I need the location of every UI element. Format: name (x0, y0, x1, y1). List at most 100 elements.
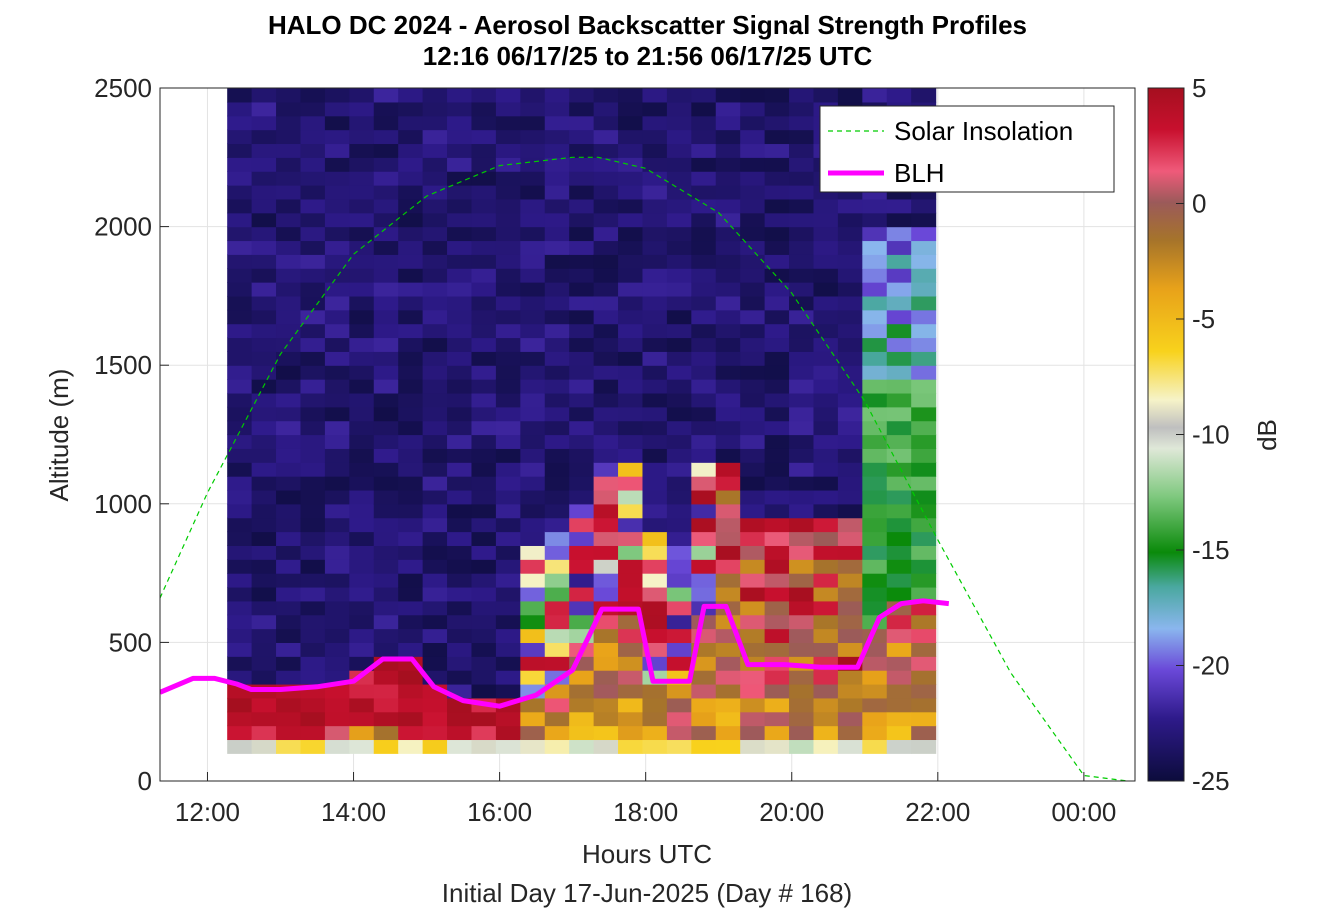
heatmap-cell (398, 379, 424, 394)
heatmap-cell (911, 614, 937, 630)
heatmap-cell (300, 406, 326, 422)
heatmap-cell (544, 600, 570, 616)
heatmap-cell (666, 420, 692, 436)
heatmap-cell (764, 586, 790, 602)
heatmap-cell (740, 683, 766, 699)
heatmap-cell (618, 226, 644, 242)
heatmap-cell (276, 337, 302, 352)
heatmap-cell (593, 434, 619, 449)
heatmap-cell (422, 503, 448, 519)
heatmap-cell (789, 489, 815, 505)
heatmap-cell (715, 351, 741, 366)
heatmap-cell (813, 240, 839, 255)
heatmap-cell (569, 545, 595, 560)
heatmap-cell (618, 171, 644, 186)
heatmap-cell (837, 683, 863, 699)
heatmap-cell (593, 115, 619, 131)
heatmap-cell (593, 656, 619, 671)
heatmap-cell (447, 420, 473, 436)
heatmap-cell (324, 240, 350, 255)
heatmap-cell (642, 309, 668, 325)
heatmap-cell (691, 101, 717, 117)
heatmap-cell (569, 725, 595, 741)
heatmap-cell (447, 545, 473, 560)
heatmap-cell (495, 586, 521, 602)
heatmap-cell (373, 517, 399, 533)
heatmap-cell (373, 614, 399, 630)
heatmap-cell (911, 379, 937, 394)
heatmap-cell (593, 282, 619, 297)
y-tick-label: 2000 (94, 212, 152, 242)
heatmap-cell (666, 268, 692, 283)
heatmap-cell (447, 365, 473, 380)
heatmap-cell (862, 448, 888, 463)
heatmap-cell (740, 198, 766, 214)
heatmap-cell (764, 254, 790, 269)
heatmap-cell (251, 323, 277, 339)
heatmap-cell (373, 642, 399, 657)
heatmap-cell (227, 309, 253, 325)
heatmap-cell (447, 656, 473, 671)
heatmap-cell (642, 614, 668, 630)
heatmap-cell (520, 198, 546, 214)
heatmap-cell (349, 406, 375, 422)
heatmap-cell (837, 725, 863, 741)
heatmap-cell (764, 448, 790, 463)
heatmap-cell (862, 503, 888, 519)
heatmap-cell (764, 503, 790, 519)
heatmap-cell (813, 559, 839, 574)
heatmap-cell (593, 198, 619, 214)
heatmap-cell (618, 489, 644, 505)
heatmap-cell (471, 600, 497, 616)
heatmap-cell (691, 559, 717, 574)
heatmap-cell (520, 739, 546, 754)
heatmap-cell (837, 323, 863, 339)
heatmap-cell (227, 656, 253, 671)
heatmap-cell (740, 559, 766, 574)
heatmap-cell (422, 711, 448, 727)
heatmap-cell (813, 309, 839, 325)
heatmap-cell (569, 365, 595, 380)
heatmap-cell (324, 254, 350, 269)
heatmap-cell (447, 351, 473, 366)
heatmap-cell (227, 212, 253, 228)
heatmap-cell (740, 628, 766, 643)
heatmap-cell (447, 323, 473, 339)
heatmap-cell (422, 240, 448, 255)
heatmap-cell (227, 448, 253, 463)
heatmap-cell (544, 503, 570, 519)
heatmap-cell (495, 351, 521, 366)
heatmap-cell (520, 531, 546, 546)
heatmap-cell (300, 157, 326, 172)
heatmap-cell (471, 240, 497, 255)
heatmap-cell (789, 614, 815, 630)
heatmap-cell (520, 476, 546, 491)
heatmap-cell (349, 559, 375, 574)
heatmap-cell (447, 254, 473, 269)
heatmap-cell (349, 268, 375, 283)
heatmap-cell (813, 586, 839, 602)
heatmap-cell (447, 88, 473, 103)
heatmap-cell (691, 573, 717, 588)
heatmap-cell (666, 545, 692, 560)
heatmap-cell (837, 295, 863, 311)
heatmap-cell (227, 462, 253, 477)
heatmap-cell (373, 295, 399, 311)
heatmap-cell (666, 198, 692, 214)
heatmap-cell (789, 143, 815, 158)
heatmap-cell (471, 725, 497, 741)
heatmap-cell (495, 392, 521, 408)
heatmap-cell (691, 656, 717, 671)
heatmap-cell (886, 268, 912, 283)
heatmap-cell (789, 420, 815, 436)
heatmap-cell (862, 212, 888, 228)
heatmap-cell (373, 157, 399, 172)
heatmap-cell (251, 670, 277, 685)
heatmap-cell (862, 559, 888, 574)
heatmap-cell (789, 642, 815, 657)
heatmap-cell (813, 573, 839, 588)
heatmap-cell (691, 462, 717, 477)
heatmap-cell (789, 476, 815, 491)
heatmap-cell (666, 434, 692, 449)
heatmap-cell (251, 392, 277, 408)
